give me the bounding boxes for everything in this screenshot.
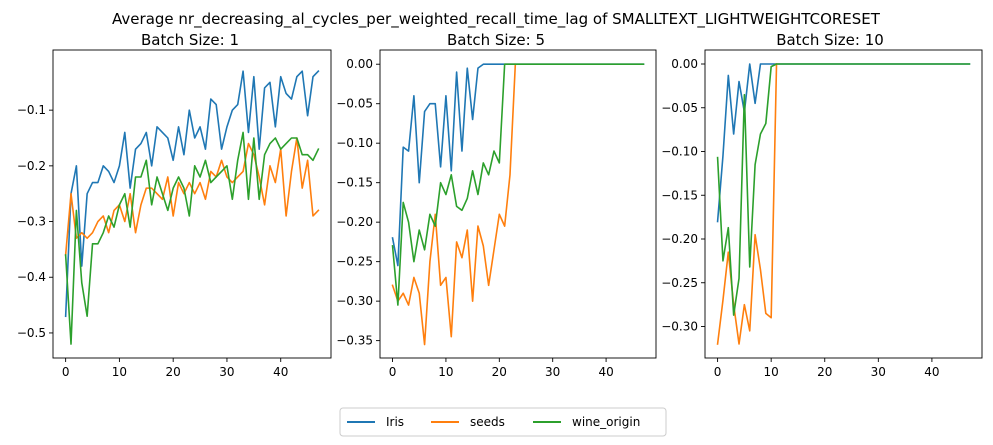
x-tick-label: 30 [545, 365, 560, 379]
y-tick-label: −0.10 [661, 145, 698, 159]
legend: Iris seeds wine_origin [339, 407, 667, 437]
x-tick-label: 20 [166, 365, 181, 379]
legend-label-wine-origin: wine_origin [572, 415, 640, 429]
series-line-wine-origin [391, 63, 645, 306]
axes-frame [379, 49, 657, 359]
y-tick-label: −0.10 [336, 136, 373, 150]
legend-frame [339, 407, 667, 437]
x-tick-label: 20 [817, 365, 832, 379]
series-line-iris [716, 63, 971, 223]
legend-label-iris: Iris [386, 415, 404, 429]
subplot-title: Batch Size: 1 [141, 31, 239, 49]
x-tick-label: 30 [219, 365, 234, 379]
y-tick-label: −0.25 [336, 255, 373, 269]
series-line-wine-origin [64, 131, 320, 345]
x-tick-label: 0 [62, 365, 70, 379]
x-tick-label: 20 [492, 365, 507, 379]
series-line-iris [64, 70, 320, 318]
y-tick-label: −0.15 [336, 176, 373, 190]
y-tick-label: −0.35 [336, 334, 373, 348]
x-tick-label: 30 [871, 365, 886, 379]
x-tick-label: 10 [764, 365, 779, 379]
y-tick-label: −0.05 [661, 101, 698, 115]
x-tick-label: 10 [438, 365, 453, 379]
subplot-batch-size-10: Batch Size: 10 0 10 20 30 40 0.00 −0.05 −0.10 −0… [661, 31, 983, 379]
y-tick-label: 0.00 [346, 57, 373, 71]
legend-label-seeds: seeds [470, 415, 505, 429]
y-tick-label: −0.30 [336, 294, 373, 308]
x-tick-label: 40 [273, 365, 288, 379]
subplot-title: Batch Size: 10 [776, 31, 884, 49]
y-tick-label: −0.5 [17, 326, 46, 340]
axes-frame [52, 49, 332, 359]
y-tick-label: −0.1 [17, 103, 46, 117]
y-tick-label: −0.05 [336, 97, 373, 111]
x-tick-label: 40 [924, 365, 939, 379]
series-line-iris [391, 63, 645, 267]
y-tick-label: −0.4 [17, 270, 46, 284]
subplot-batch-size-5: Batch Size: 5 0 10 20 30 40 0.00 −0.05 −0.10 −0.… [336, 31, 657, 379]
y-tick-label: −0.15 [661, 188, 698, 202]
y-tick-label: 0.00 [671, 57, 698, 71]
x-tick-label: 10 [112, 365, 127, 379]
axes-frame [704, 49, 983, 359]
y-tick-label: −0.30 [661, 320, 698, 334]
x-tick-label: 0 [389, 365, 397, 379]
y-tick-label: −0.3 [17, 215, 46, 229]
series-line-seeds [716, 63, 778, 345]
y-tick-label: −0.25 [661, 276, 698, 290]
series-line-seeds [391, 63, 517, 346]
subplot-batch-size-1: Batch Size: 1 0 10 20 30 40 −0.5 −0.4 −0.3 −0.2 −… [17, 31, 332, 379]
y-tick-label: −0.2 [17, 159, 46, 173]
figure-title: Average nr_decreasing_al_cycles_per_weig… [112, 10, 881, 29]
y-tick-label: −0.20 [661, 232, 698, 246]
y-tick-label: −0.20 [336, 215, 373, 229]
subplot-title: Batch Size: 5 [447, 31, 545, 49]
x-tick-label: 40 [598, 365, 613, 379]
x-tick-label: 0 [714, 365, 722, 379]
series-line-wine-origin [716, 63, 971, 316]
